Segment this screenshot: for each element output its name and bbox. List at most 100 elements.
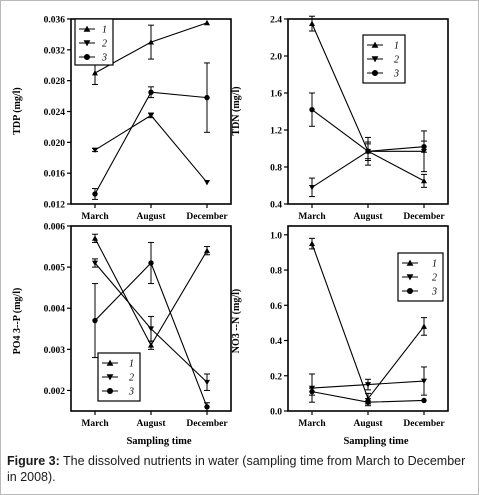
legend-label: 2 (394, 55, 399, 66)
y-tick-label: 0.005 (44, 264, 66, 274)
data-point-series-2 (148, 326, 154, 332)
legend-marker-3 (371, 69, 379, 77)
legend-marker-2 (83, 40, 91, 47)
data-point-series-1 (421, 323, 427, 329)
y-tick-label: 0.0 (270, 408, 282, 418)
x-tick-label: August (136, 212, 166, 222)
legend-label: 3 (393, 69, 399, 80)
data-point-series-1 (309, 240, 315, 247)
data-point-series-3 (309, 106, 315, 113)
chart-panel-bottom-left: 0.002 0.003 0.004 0.005 0.006 March August Dece… (12, 223, 232, 447)
y-tick-label: 0.036 (44, 16, 66, 26)
data-point-series-2 (204, 379, 210, 386)
legend-marker-3 (83, 53, 91, 61)
y-tick-label: 0.2 (270, 372, 282, 382)
y-tick-label: 0.012 (44, 201, 66, 211)
data-point-series-3 (421, 397, 427, 404)
data-point-series-3 (204, 94, 210, 101)
data-point-series-1 (421, 177, 427, 184)
legend-marker-1 (83, 25, 91, 32)
x-tick-label: August (353, 419, 383, 429)
y-tick-label: 1.2 (270, 127, 282, 137)
y-axis-label: TDP (mg/l) (12, 87, 23, 135)
legend-marker-2 (406, 274, 414, 281)
data-point-series-2 (365, 382, 371, 388)
y-tick-label: 1.0 (270, 231, 282, 241)
chart-panel-top-right: 0.4 0.8 1.2 1.6 2.0 2.4 March August December TDN… (231, 16, 449, 222)
y-tick-label: 0.024 (44, 108, 66, 118)
y-tick-label: 2.0 (270, 53, 282, 63)
data-point-series-2 (92, 147, 98, 154)
data-point-series-3 (309, 388, 315, 395)
data-point-series-2 (92, 260, 98, 266)
legend-marker-1 (106, 359, 114, 366)
y-axis-label: TDN (mg/l) (231, 86, 242, 135)
data-point-series-1 (148, 39, 154, 45)
legend-marker-1 (406, 259, 414, 266)
data-point-series-3 (148, 89, 154, 95)
x-tick-label: December (186, 419, 228, 429)
legend-label: 1 (432, 259, 437, 270)
y-tick-label: 0.003 (44, 346, 66, 356)
series-line-3 (94, 91, 208, 195)
series-line-2 (94, 114, 208, 183)
data-point-series-3 (204, 404, 210, 410)
x-tick-label: March (81, 419, 109, 429)
legend-marker-3 (106, 387, 114, 395)
data-point-series-2 (204, 180, 210, 186)
y-axis-label: PO4 3--P (mg/l) (12, 288, 23, 355)
data-point-series-3 (365, 148, 371, 154)
y-tick-label: 0.032 (44, 46, 66, 56)
y-tick-label: 0.004 (44, 305, 66, 315)
legend-marker-2 (106, 374, 114, 381)
y-tick-label: 0.8 (270, 164, 282, 174)
y-tick-label: 0.8 (270, 267, 282, 277)
legend-label: 3 (431, 287, 437, 298)
x-axis-label: Sampling time (126, 436, 191, 447)
data-point-series-1 (92, 69, 98, 76)
data-point-series-3 (92, 191, 98, 197)
data-point-series-1 (309, 20, 315, 27)
x-tick-label: August (136, 419, 166, 429)
chart-panel-top-left: 0.012 0.016 0.020 0.024 0.028 0.032 0.036 March… (12, 16, 232, 222)
y-tick-label: 0.016 (44, 170, 66, 180)
legend-label: 1 (129, 359, 134, 370)
y-tick-label: 0.4 (270, 201, 282, 211)
legend-label: 2 (129, 373, 134, 384)
data-point-series-1 (204, 247, 210, 254)
y-tick-label: 0.006 (44, 223, 66, 233)
data-point-series-2 (309, 184, 315, 191)
legend-label: 3 (101, 53, 107, 64)
legend-box (74, 18, 114, 66)
legend-marker-3 (406, 287, 414, 295)
y-tick-label: 0.6 (270, 302, 282, 312)
data-point-series-1 (92, 235, 98, 241)
y-tick-label: 1.6 (270, 90, 282, 100)
y-tick-label: 0.4 (270, 337, 282, 347)
x-tick-label: March (81, 212, 109, 222)
x-tick-label: March (298, 212, 326, 222)
x-tick-label: March (298, 419, 326, 429)
y-tick-label: 0.020 (44, 139, 66, 149)
data-point-series-3 (365, 399, 371, 405)
x-tick-label: December (403, 212, 445, 222)
x-tick-label: December (186, 212, 228, 222)
legend-marker-1 (371, 41, 379, 48)
y-tick-label: 2.4 (270, 16, 282, 26)
figure-plots: 0.0120.0160.0200.0240.0280.0320.036March… (12, 16, 449, 447)
data-point-series-3 (92, 317, 98, 324)
data-point-series-2 (148, 112, 154, 119)
legend-label: 2 (432, 273, 437, 284)
legend-marker-2 (371, 56, 379, 63)
x-axis-label: Sampling time (343, 436, 408, 447)
y-axis-label: NO3 --N (mg/l) (231, 289, 242, 353)
data-point-series-3 (421, 143, 427, 150)
data-point-series-2 (421, 378, 427, 385)
data-point-series-3 (148, 260, 154, 266)
data-point-series-1 (148, 342, 154, 348)
legend-label: 3 (128, 387, 134, 398)
figure-caption: Figure 3: The dissolved nutrients in wat… (7, 453, 473, 485)
legend-label: 1 (102, 25, 107, 36)
chart-panel-bottom-right: 0.0 0.2 0.4 0.6 0.8 1.0 March August December NO3… (231, 225, 449, 447)
